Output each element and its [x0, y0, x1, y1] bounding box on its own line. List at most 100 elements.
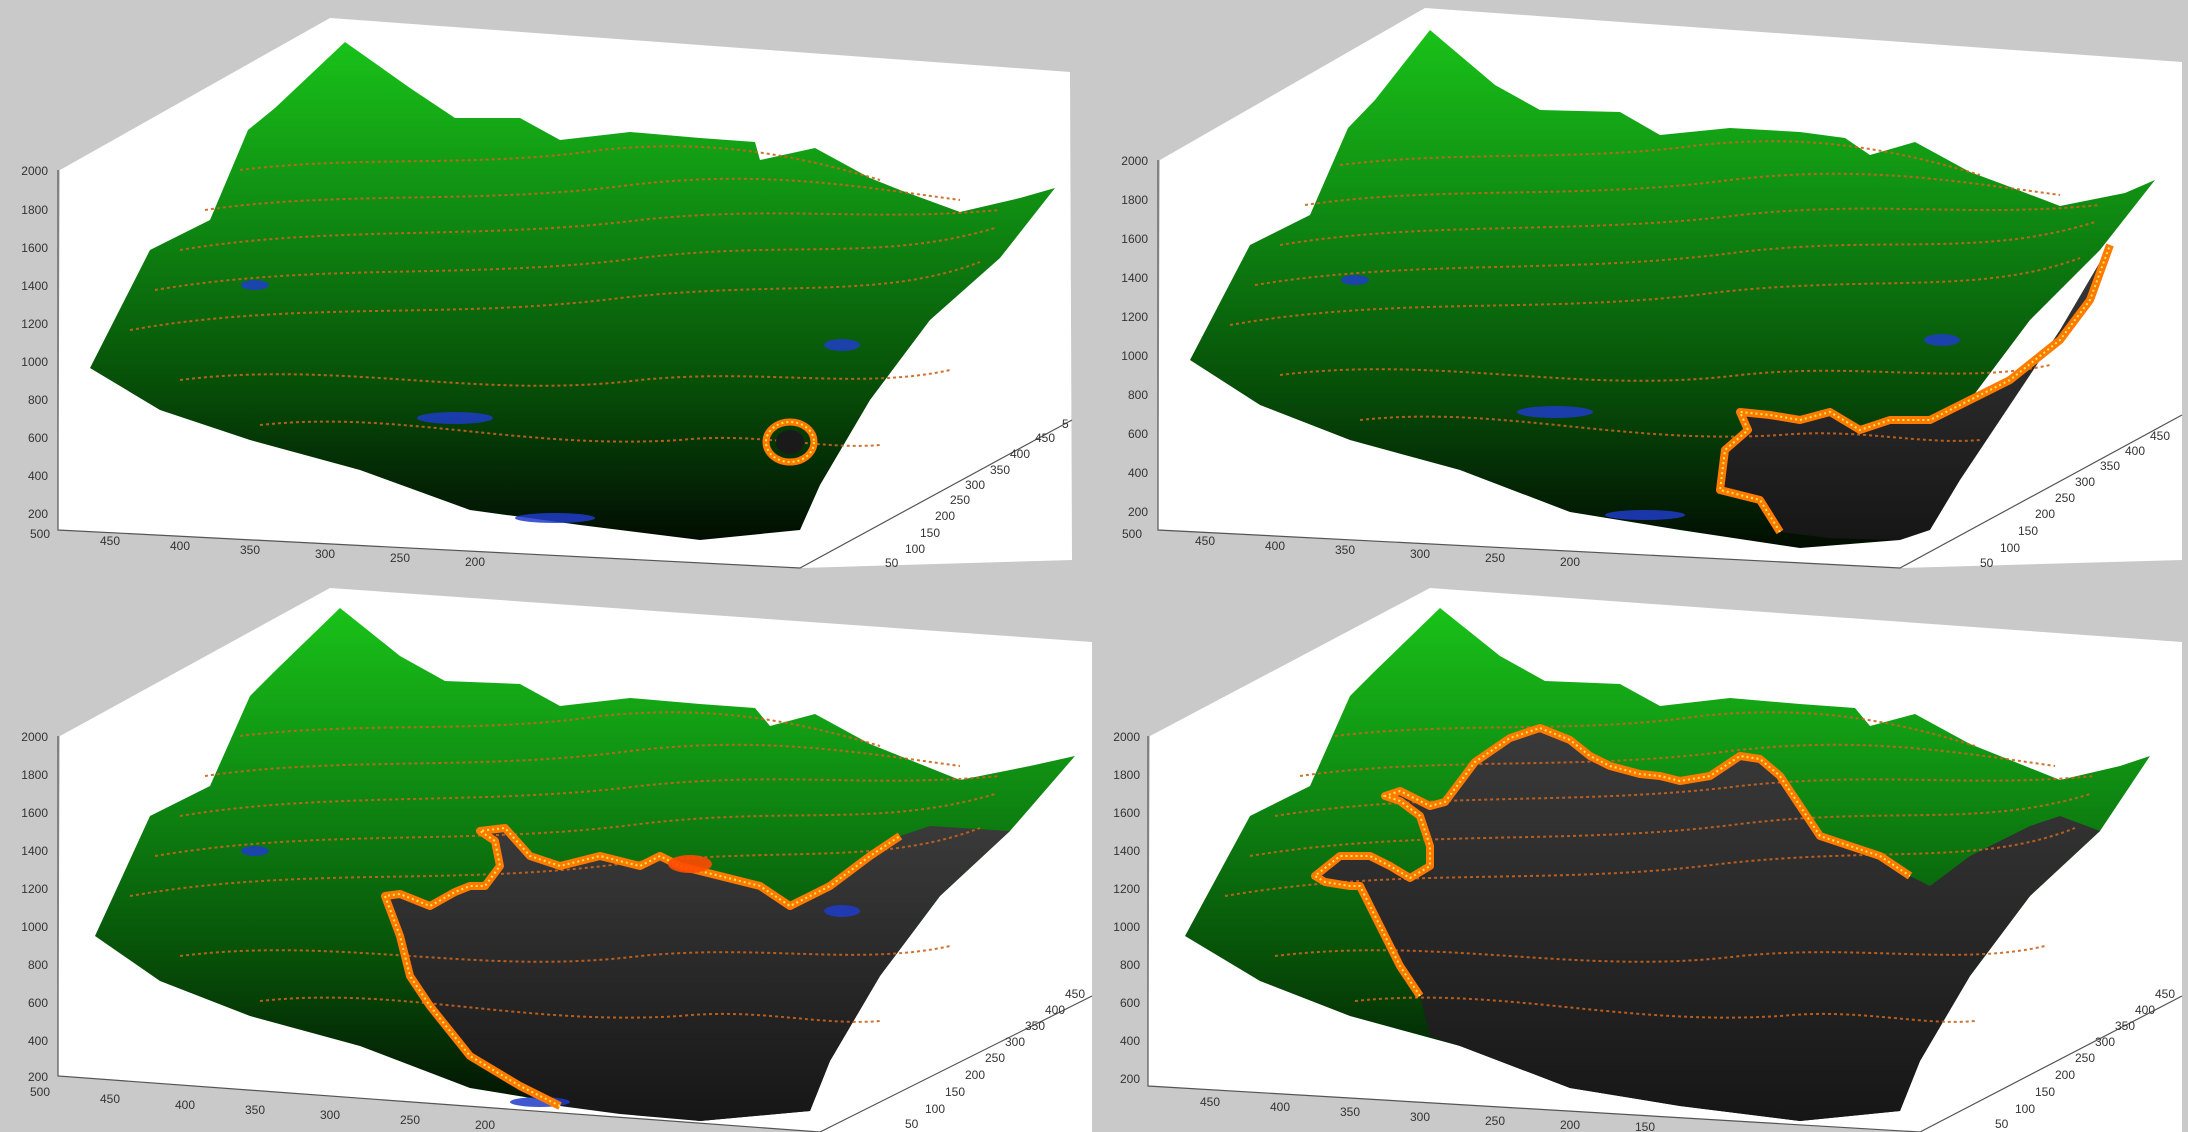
- y-tick: 400: [1045, 1003, 1065, 1017]
- z-tick: 1200: [1121, 310, 1148, 324]
- panel-1: 2000 1800 1600 1400 1200 1000 800 600 40…: [21, 18, 1073, 570]
- z-tick: 1400: [1113, 844, 1140, 858]
- panel-3: 2000 1800 1600 1400 1200 1000 800 600 40…: [21, 588, 1093, 1132]
- z-tick: 1600: [21, 806, 48, 820]
- x-tick: 150: [1635, 1120, 1655, 1132]
- x-tick: 400: [1270, 1100, 1290, 1114]
- axis-lines: [1147, 736, 2183, 1132]
- water-patches: [241, 280, 860, 523]
- y-tick: 150: [2018, 524, 2038, 538]
- y-tick: 300: [1005, 1035, 1025, 1049]
- z-tick: 800: [28, 393, 48, 407]
- contour-lines: [1229, 140, 2101, 442]
- y-axis-ticks: 50 100 150 200 250 300 350 400 450: [1980, 429, 2170, 570]
- burned-area: [385, 826, 1010, 1121]
- burned-area: [1720, 245, 2110, 540]
- fire-front-core: [1313, 726, 1911, 997]
- z-tick: 600: [1128, 427, 1148, 441]
- z-tick: 400: [1120, 1034, 1140, 1048]
- x-tick: 300: [320, 1108, 340, 1122]
- y-tick: 50: [1980, 556, 1994, 570]
- fire-front: [762, 418, 818, 466]
- x-tick: 400: [175, 1098, 195, 1112]
- y-tick: 150: [945, 1085, 965, 1099]
- y-tick: 250: [985, 1051, 1005, 1065]
- x-tick: 450: [1200, 1095, 1220, 1109]
- z-tick: 1800: [21, 203, 48, 217]
- y-tick: 300: [2095, 1035, 2115, 1049]
- z-tick: 200: [1128, 505, 1148, 519]
- x-tick: 350: [240, 543, 260, 557]
- z-tick: 200: [28, 507, 48, 521]
- x-tick: 250: [1485, 551, 1505, 565]
- z-tick: 1400: [1121, 271, 1148, 285]
- z-tick: 1200: [1113, 882, 1140, 896]
- x-tick: 500: [30, 1085, 50, 1099]
- x-tick: 400: [1265, 539, 1285, 553]
- z-tick: 1800: [1121, 193, 1148, 207]
- x-axis-ticks: 500 450 400 350 300 250 200: [30, 1085, 495, 1132]
- y-tick: 400: [1010, 447, 1030, 461]
- z-tick: 800: [1128, 388, 1148, 402]
- z-tick: 2000: [1113, 730, 1140, 744]
- y-tick: 150: [920, 526, 940, 540]
- x-tick: 250: [400, 1113, 420, 1127]
- z-tick: 1400: [21, 844, 48, 858]
- y-axis-ticks: 50 100 150 200 250 300 350 400 450: [905, 987, 1085, 1131]
- x-tick: 450: [100, 1092, 120, 1106]
- y-tick: 100: [905, 542, 925, 556]
- y-tick: 5: [1062, 417, 1069, 431]
- z-tick: 1000: [1113, 920, 1140, 934]
- panel-4: 2000 1800 1600 1400 1200 1000 800 600 40…: [1113, 588, 2183, 1132]
- axis-lines: [57, 736, 1093, 1132]
- z-tick: 1800: [1113, 768, 1140, 782]
- water-patches: [241, 846, 860, 1107]
- z-tick: 200: [1120, 1072, 1140, 1086]
- y-tick: 300: [965, 478, 985, 492]
- z-axis-ticks: 2000 1800 1600 1400 1200 1000 800 600 40…: [1113, 730, 1140, 1086]
- y-tick: 350: [1025, 1019, 1045, 1033]
- y-tick: 50: [885, 556, 899, 570]
- contour-lines: [1224, 711, 2096, 1023]
- x-tick: 450: [100, 534, 120, 548]
- y-tick: 400: [2125, 444, 2145, 458]
- z-tick: 2000: [1121, 154, 1148, 168]
- y-tick: 150: [2035, 1085, 2055, 1099]
- y-tick: 100: [2000, 541, 2020, 555]
- axis-lines: [1157, 160, 2183, 569]
- x-tick: 450: [1195, 534, 1215, 548]
- y-tick: 450: [1035, 431, 1055, 445]
- y-axis-ticks: 50 100 150 200 250 300 350 400 450: [1995, 987, 2175, 1131]
- z-tick: 800: [1120, 958, 1140, 972]
- y-tick: 100: [2015, 1102, 2035, 1116]
- x-tick: 350: [245, 1103, 265, 1117]
- x-tick: 350: [1335, 543, 1355, 557]
- z-tick: 600: [1120, 996, 1140, 1010]
- y-tick: 250: [950, 493, 970, 507]
- fire-hotspot: [668, 855, 712, 873]
- z-axis-ticks: 2000 1800 1600 1400 1200 1000 800 600 40…: [21, 730, 48, 1084]
- y-tick: 400: [2135, 1003, 2155, 1017]
- z-tick: 2000: [21, 730, 48, 744]
- z-tick: 1200: [21, 317, 48, 331]
- z-tick: 600: [28, 431, 48, 445]
- x-tick: 300: [1410, 547, 1430, 561]
- x-tick: 200: [1560, 1118, 1580, 1132]
- z-tick: 1400: [21, 279, 48, 293]
- burned-area: [1315, 728, 2100, 1121]
- x-tick: 250: [390, 551, 410, 565]
- y-tick: 200: [935, 509, 955, 523]
- x-tick: 200: [475, 1118, 495, 1132]
- x-axis-ticks: 500 450 400 350 300 250 200: [1122, 527, 1580, 569]
- z-tick: 1000: [21, 355, 48, 369]
- z-tick: 800: [28, 958, 48, 972]
- z-tick: 1600: [21, 241, 48, 255]
- z-tick: 200: [28, 1070, 48, 1084]
- y-tick: 200: [965, 1068, 985, 1082]
- z-axis-ticks: 2000 1800 1600 1400 1200 1000 800 600 40…: [21, 164, 48, 521]
- y-tick: 350: [2100, 459, 2120, 473]
- x-tick: 300: [1410, 1110, 1430, 1124]
- terrain-surface: [90, 42, 1055, 540]
- x-tick: 500: [30, 527, 50, 541]
